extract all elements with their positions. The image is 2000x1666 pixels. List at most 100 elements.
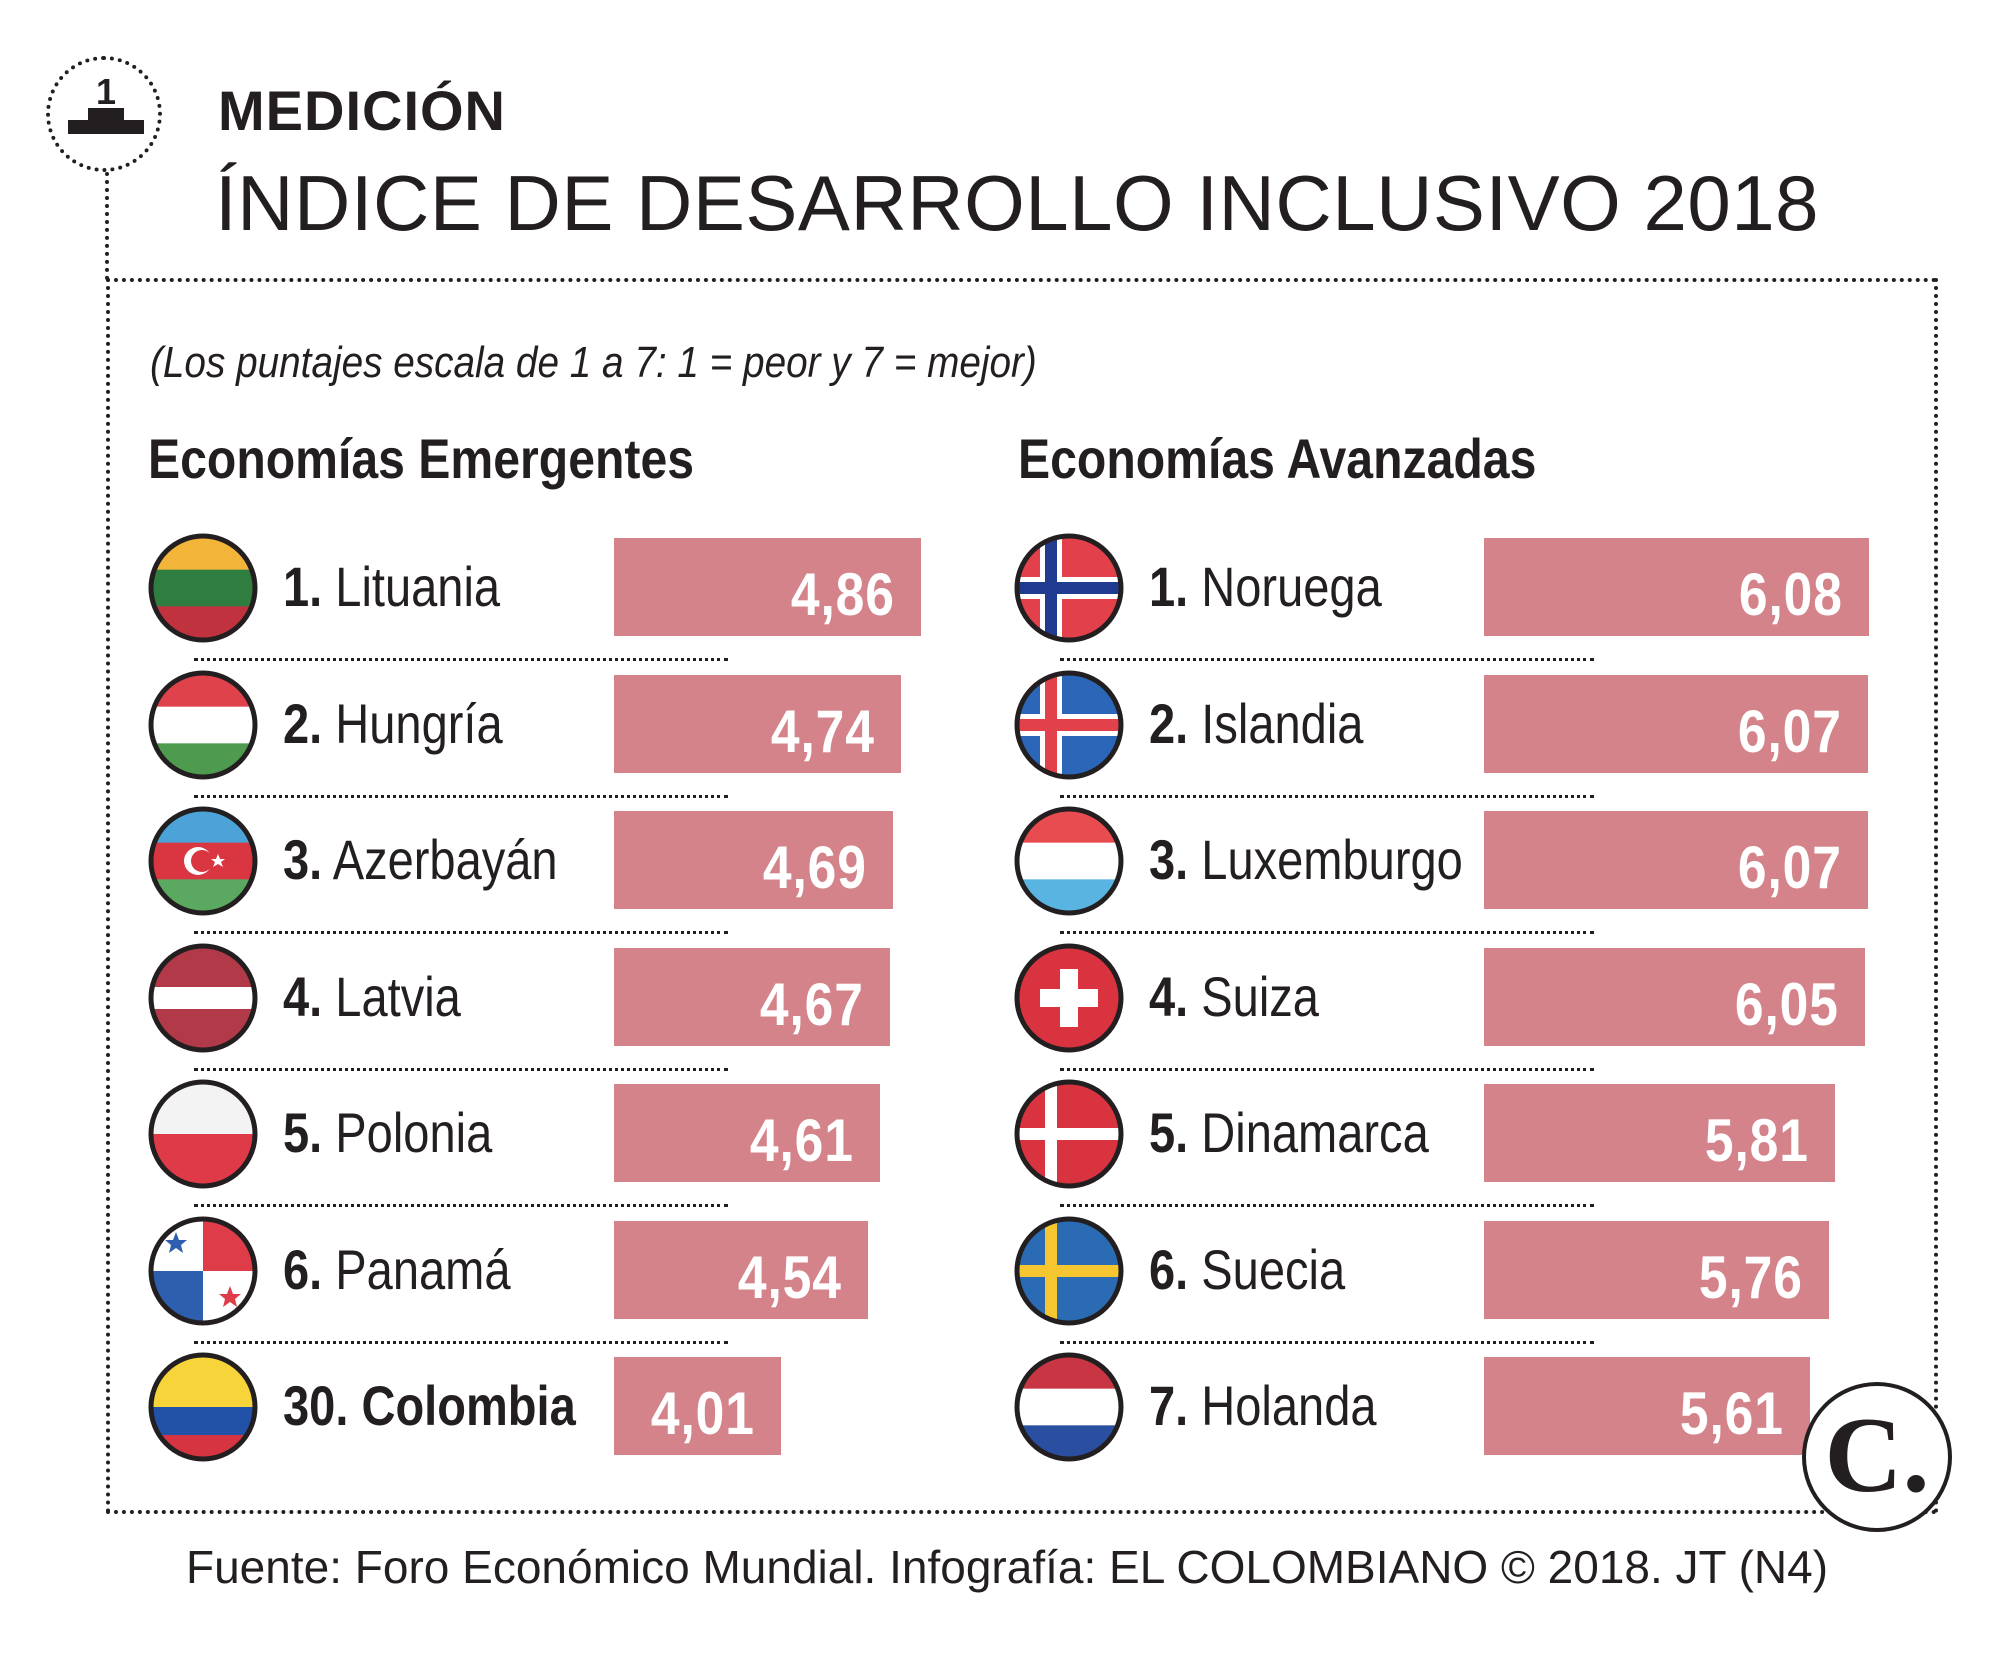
row-separator xyxy=(194,1067,728,1071)
flag-icon xyxy=(148,1079,258,1189)
rank-number: 5. xyxy=(283,1101,323,1164)
value-label: 4,61 xyxy=(750,1107,854,1174)
row-separator xyxy=(1060,1204,1594,1207)
row-separator xyxy=(194,1340,728,1344)
row-separator xyxy=(1060,658,1594,661)
page-title: ÍNDICE DE DESARROLLO INCLUSIVO 2018 xyxy=(215,159,1820,247)
value-bar: 4,86 xyxy=(614,538,921,636)
value-label: 4,01 xyxy=(651,1380,755,1447)
value-bar: 4,67 xyxy=(614,947,890,1046)
country-label: 3. Azerbayán xyxy=(283,827,558,892)
rank-number: 3. xyxy=(1149,828,1189,891)
flag-icon xyxy=(1014,1216,1124,1326)
country-label: 1. Lituania xyxy=(283,554,500,619)
row-separator xyxy=(1060,1067,1594,1071)
value-bar: 5,81 xyxy=(1484,1084,1835,1182)
value-bar: 6,08 xyxy=(1484,538,1869,636)
country-name: Suiza xyxy=(1201,964,1319,1028)
row-separator xyxy=(194,931,728,934)
value-label: 4,86 xyxy=(791,561,895,628)
emerging-row: 3. Azerbayán 4,69 xyxy=(148,797,1048,934)
country-name: Dinamarca xyxy=(1201,1101,1429,1164)
value-bar: 5,76 xyxy=(1484,1220,1829,1319)
country-label: 4. Latvia xyxy=(283,964,461,1029)
country-name: Hungría xyxy=(335,691,503,755)
value-bar: 4,01 xyxy=(614,1357,781,1455)
advanced-row: 6. Suecia 5,76 xyxy=(1014,1207,1914,1344)
country-name: Lituania xyxy=(335,555,501,618)
country-label: 4. Suiza xyxy=(1149,964,1319,1029)
flag-icon xyxy=(148,1352,258,1462)
country-name: Noruega xyxy=(1201,555,1382,618)
advanced-row: 5. Dinamarca 5,81 xyxy=(1014,1070,1914,1207)
source-credit: Fuente: Foro Económico Mundial. Infograf… xyxy=(186,1541,1829,1593)
country-name: Polonia xyxy=(335,1101,493,1164)
emerging-row: 4. Latvia 4,67 xyxy=(148,934,1048,1071)
emerging-row: 2. Hungría 4,74 xyxy=(148,661,1048,798)
value-label: 4,67 xyxy=(760,970,864,1038)
value-bar: 4,69 xyxy=(614,811,893,909)
flag-icon xyxy=(1014,670,1124,780)
value-bar: 4,54 xyxy=(614,1220,868,1319)
flag-icon xyxy=(148,1216,258,1326)
row-separator xyxy=(194,1204,728,1207)
rank-number: 6. xyxy=(283,1237,323,1301)
country-name: Islandia xyxy=(1201,691,1364,755)
rank-number: 1. xyxy=(1149,555,1189,618)
country-label: 2. Islandia xyxy=(1149,691,1363,756)
value-bar: 4,61 xyxy=(614,1084,880,1182)
podium-connector xyxy=(105,172,109,280)
flag-icon xyxy=(148,670,258,780)
rank-number: 6. xyxy=(1149,1237,1189,1301)
flag-icon xyxy=(1014,806,1124,916)
rank-number: 4. xyxy=(283,964,323,1028)
country-name: Luxemburgo xyxy=(1201,828,1463,891)
value-label: 5,76 xyxy=(1699,1243,1803,1311)
rank-number: 2. xyxy=(1149,691,1189,755)
country-label: 5. Polonia xyxy=(283,1100,492,1165)
emerging-row: 30. Colombia 4,01 xyxy=(148,1343,1048,1479)
advanced-row: 7. Holanda 5,61 xyxy=(1014,1343,1914,1479)
row-separator xyxy=(1060,1340,1594,1344)
value-bar: 6,07 xyxy=(1484,674,1868,773)
logo-letter: C. xyxy=(1824,1396,1930,1515)
country-label: 7. Holanda xyxy=(1149,1373,1377,1438)
country-name: Panamá xyxy=(335,1237,511,1301)
country-label: 3. Luxemburgo xyxy=(1149,827,1463,892)
value-label: 5,81 xyxy=(1705,1107,1809,1174)
row-separator xyxy=(1060,931,1594,934)
flag-icon xyxy=(1014,943,1124,1053)
country-label: 1. Noruega xyxy=(1149,554,1382,619)
country-name: Colombia xyxy=(361,1374,576,1437)
rank-number: 30. xyxy=(283,1374,349,1437)
country-label: 30. Colombia xyxy=(283,1373,576,1438)
country-name: Suecia xyxy=(1201,1237,1346,1301)
kicker: MEDICIÓN xyxy=(218,79,506,142)
country-name: Latvia xyxy=(335,964,461,1028)
country-name: Azerbayán xyxy=(332,828,558,891)
flag-icon xyxy=(1014,1079,1124,1189)
advanced-row: 1. Noruega 6,08 xyxy=(1014,524,1914,661)
chart-frame xyxy=(106,278,1938,1514)
advanced-row: 3. Luxemburgo 6,07 xyxy=(1014,797,1914,934)
row-separator xyxy=(194,794,728,798)
flag-icon xyxy=(148,943,258,1053)
rank-number: 2. xyxy=(283,691,323,755)
value-label: 4,74 xyxy=(771,697,875,765)
value-label: 5,61 xyxy=(1680,1380,1784,1447)
country-label: 2. Hungría xyxy=(283,691,503,756)
scale-note: (Los puntajes escala de 1 a 7: 1 = peor … xyxy=(150,338,1037,387)
rank-number: 4. xyxy=(1149,964,1189,1028)
rank-number: 7. xyxy=(1149,1374,1189,1437)
flag-icon xyxy=(1014,1352,1124,1462)
value-bar: 6,07 xyxy=(1484,811,1868,909)
value-bar: 4,74 xyxy=(614,674,901,773)
rank-number: 5. xyxy=(1149,1101,1189,1164)
advanced-title: Economías Avanzadas xyxy=(1018,427,1537,490)
flag-icon xyxy=(148,806,258,916)
podium-number: 1 xyxy=(96,71,116,112)
advanced-row: 4. Suiza 6,05 xyxy=(1014,934,1914,1071)
advanced-row: 2. Islandia 6,07 xyxy=(1014,661,1914,798)
flag-icon xyxy=(148,533,258,643)
rank-number: 3. xyxy=(283,828,323,891)
